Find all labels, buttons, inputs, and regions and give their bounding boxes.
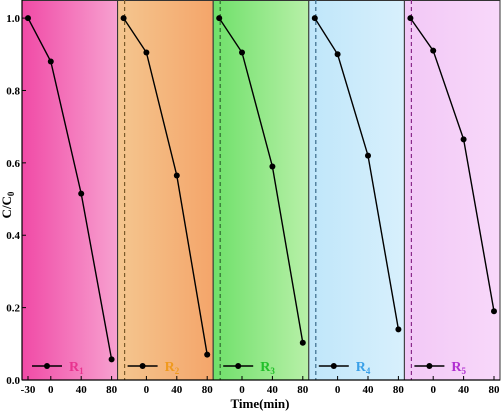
legend-marker	[330, 363, 337, 369]
legend-marker	[235, 363, 242, 369]
panel-background-R4	[308, 0, 405, 380]
x-tick-label: 0	[144, 384, 150, 396]
x-tick-label: 80	[106, 384, 118, 396]
legend-label-R4: R4	[356, 360, 371, 376]
panel-background-R3	[213, 0, 309, 380]
data-point	[430, 47, 437, 54]
legend-label-R3: R3	[260, 360, 275, 376]
x-tick-label: 40	[76, 384, 88, 396]
data-point	[204, 351, 211, 358]
data-point	[365, 152, 371, 159]
data-point	[143, 49, 150, 56]
legend-marker	[44, 363, 50, 369]
x-tick-label: 80	[393, 384, 405, 396]
data-point	[216, 15, 223, 22]
x-tick-label: -30	[21, 384, 36, 396]
panel-R3: 0 40 80 R3	[212, 0, 310, 396]
panel-background-R2	[117, 0, 214, 380]
panel-R1: -30 0 40 80 R1	[21, 0, 119, 396]
y-axis-title: C/C0	[0, 191, 16, 218]
x-tick-label: 80	[489, 384, 501, 396]
series-line-R2	[123, 17, 208, 355]
data-point	[120, 15, 127, 22]
x-axis-title: Time(min)	[231, 396, 290, 411]
data-point	[25, 15, 31, 22]
data-point	[108, 356, 115, 363]
legend-label-R5: R5	[451, 360, 466, 376]
panel-R5: 0 40 80 R5	[403, 0, 501, 396]
data-point	[460, 136, 467, 143]
x-tick-label: 40	[171, 384, 183, 396]
panel-background-R5	[404, 0, 500, 380]
y-tick-label: 0.0	[6, 375, 20, 387]
series-line-R3	[218, 17, 304, 343]
y-tick-label: 0.6	[6, 158, 20, 170]
legend-label-R1: R1	[69, 360, 84, 376]
x-tick-label: 0	[335, 384, 341, 396]
x-tick-label: 40	[363, 384, 375, 396]
y-tick-label: 1.0	[6, 13, 20, 25]
data-point	[334, 51, 341, 58]
data-point	[407, 15, 414, 22]
y-tick-label: 0.2	[6, 303, 20, 315]
data-point	[78, 190, 85, 197]
x-tick-label: 40	[458, 384, 470, 396]
x-tick-label: 80	[297, 384, 309, 396]
data-point	[239, 49, 245, 56]
y-axis-title-main: C/C	[0, 196, 14, 218]
series-line-R5	[409, 17, 495, 312]
y-tick-label: 0.8	[6, 85, 20, 97]
x-tick-label: 0	[430, 384, 436, 396]
x-tick-label: 0	[48, 384, 54, 396]
panel-R2: 0 40 80 R2	[117, 0, 214, 396]
y-axis-title-sub: 0	[6, 191, 16, 196]
data-point	[173, 172, 180, 179]
data-point	[299, 339, 306, 346]
x-tick-label: 40	[267, 384, 279, 396]
panel-background-R1	[22, 0, 118, 380]
data-point	[395, 326, 402, 333]
panels: -30 0 40 80 R1 0 40 80 R2 0 40 80 R3 0 40 80 R4 0 40 80 R5	[21, 0, 501, 396]
legend-marker	[426, 363, 433, 369]
data-point	[311, 15, 318, 22]
series-line-R4	[314, 17, 400, 330]
panel-R4: 0 40 80 R4	[308, 0, 405, 396]
data-point	[47, 58, 54, 65]
series-line-R1	[27, 17, 113, 360]
data-point	[269, 163, 276, 170]
data-point	[491, 308, 497, 315]
legend-marker	[139, 363, 146, 369]
x-tick-label: 80	[202, 384, 214, 396]
y-axis: 0.0 0.2 0.4 0.6 0.8 1.0	[6, 0, 500, 387]
legend-label-R2: R2	[165, 360, 180, 376]
y-tick-label: 0.4	[6, 230, 20, 242]
x-tick-label: 0	[239, 384, 245, 396]
